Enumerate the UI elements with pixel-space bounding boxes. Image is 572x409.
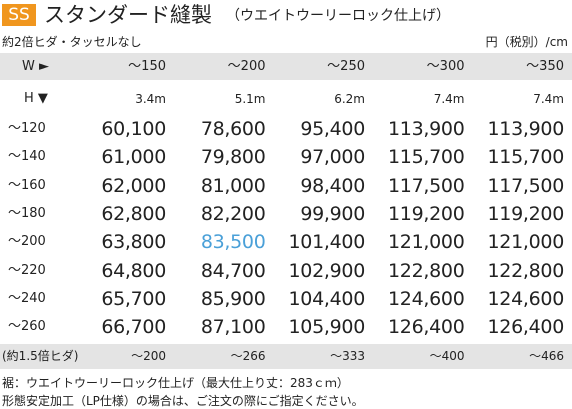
price: 81,000	[200, 174, 266, 197]
price: 119,200	[388, 202, 465, 225]
price: 61,000	[101, 146, 166, 169]
price: 101,400	[288, 231, 366, 254]
price: 63,800	[101, 231, 166, 254]
footer-label: (約1.5倍ヒダ)	[2, 349, 79, 363]
price: 60,100	[101, 118, 166, 140]
price: 121,000	[388, 231, 465, 254]
footer-width: ～333	[330, 349, 365, 363]
price: 119,200	[487, 202, 565, 225]
footer-width: ～400	[429, 349, 465, 363]
price: 62,000	[101, 174, 166, 197]
price: 99,900	[300, 202, 365, 225]
badge: SS	[2, 4, 36, 26]
row-label: ～180	[8, 205, 46, 221]
unit: 円（税別）/cm	[485, 35, 568, 49]
price: 65,700	[101, 287, 166, 310]
fabric-length: 6.2m	[334, 92, 365, 106]
title: スタンダード縫製	[44, 3, 212, 27]
row-label: ～240	[8, 290, 46, 306]
price: 113,900	[388, 118, 465, 140]
price: 82,200	[200, 202, 266, 225]
price: 97,000	[300, 146, 365, 169]
fabric-length: 5.1m	[234, 92, 266, 106]
footer-width: ～466	[529, 349, 564, 363]
price: 87,100	[200, 316, 266, 339]
price: 126,400	[388, 316, 465, 339]
row-label: ～120	[8, 121, 46, 136]
column-header: ～250	[327, 59, 365, 74]
fabric-length: 3.4m	[135, 92, 166, 106]
price: 62,800	[101, 202, 166, 225]
column-header: ～350	[526, 59, 564, 74]
price: 117,500	[388, 174, 465, 197]
price: 124,600	[388, 287, 465, 310]
subtitle: （ウエイトウーリーロック仕上げ）	[226, 8, 450, 24]
note-left: 約2倍ヒダ・タッセルなし	[2, 35, 142, 49]
fabric-length: 7.4m	[533, 92, 564, 106]
price: 122,800	[487, 259, 565, 282]
price: 115,700	[487, 146, 565, 169]
price: 113,900	[487, 118, 565, 140]
row-label: ～260	[8, 319, 46, 335]
column-header: ～150	[128, 59, 166, 74]
price: 102,900	[288, 259, 366, 282]
price: 124,600	[487, 287, 565, 310]
price: 83,500	[200, 231, 266, 254]
price: 66,700	[101, 316, 166, 339]
price: 117,500	[487, 174, 565, 197]
price: 64,800	[101, 259, 166, 282]
price: 105,900	[288, 316, 366, 339]
footer-width: ～200	[131, 349, 166, 363]
price: 78,600	[200, 118, 266, 140]
price: 95,400	[300, 118, 365, 140]
price: 104,400	[288, 287, 366, 310]
price: 79,800	[200, 146, 266, 169]
footer-width: ～266	[230, 349, 266, 363]
price: 85,900	[200, 287, 266, 310]
price: 126,400	[487, 316, 565, 339]
footer-band	[0, 344, 572, 369]
price: 115,700	[388, 146, 465, 169]
price: 122,800	[388, 259, 465, 282]
fabric-label: H ▼	[24, 91, 48, 106]
row-label: ～140	[8, 149, 46, 165]
column-header: ～200	[227, 59, 266, 74]
price: 84,700	[200, 259, 266, 282]
header-band	[0, 53, 572, 80]
price: 121,000	[487, 231, 565, 254]
row-label: ～200	[8, 234, 46, 250]
row-label: ～160	[8, 177, 46, 193]
row-label: ～220	[8, 262, 46, 278]
note: 裾：ウエイトウーリーロック仕上げ（最大仕上り丈：283ｃｍ）	[2, 376, 349, 390]
fabric-length: 7.4m	[433, 92, 465, 106]
width-label: W ►	[22, 59, 49, 74]
note: 形態安定加工（LP仕様）の場合は、ご注文の際にご指定ください。	[2, 394, 364, 408]
price: 98,400	[300, 174, 365, 197]
column-header: ～300	[426, 59, 465, 74]
